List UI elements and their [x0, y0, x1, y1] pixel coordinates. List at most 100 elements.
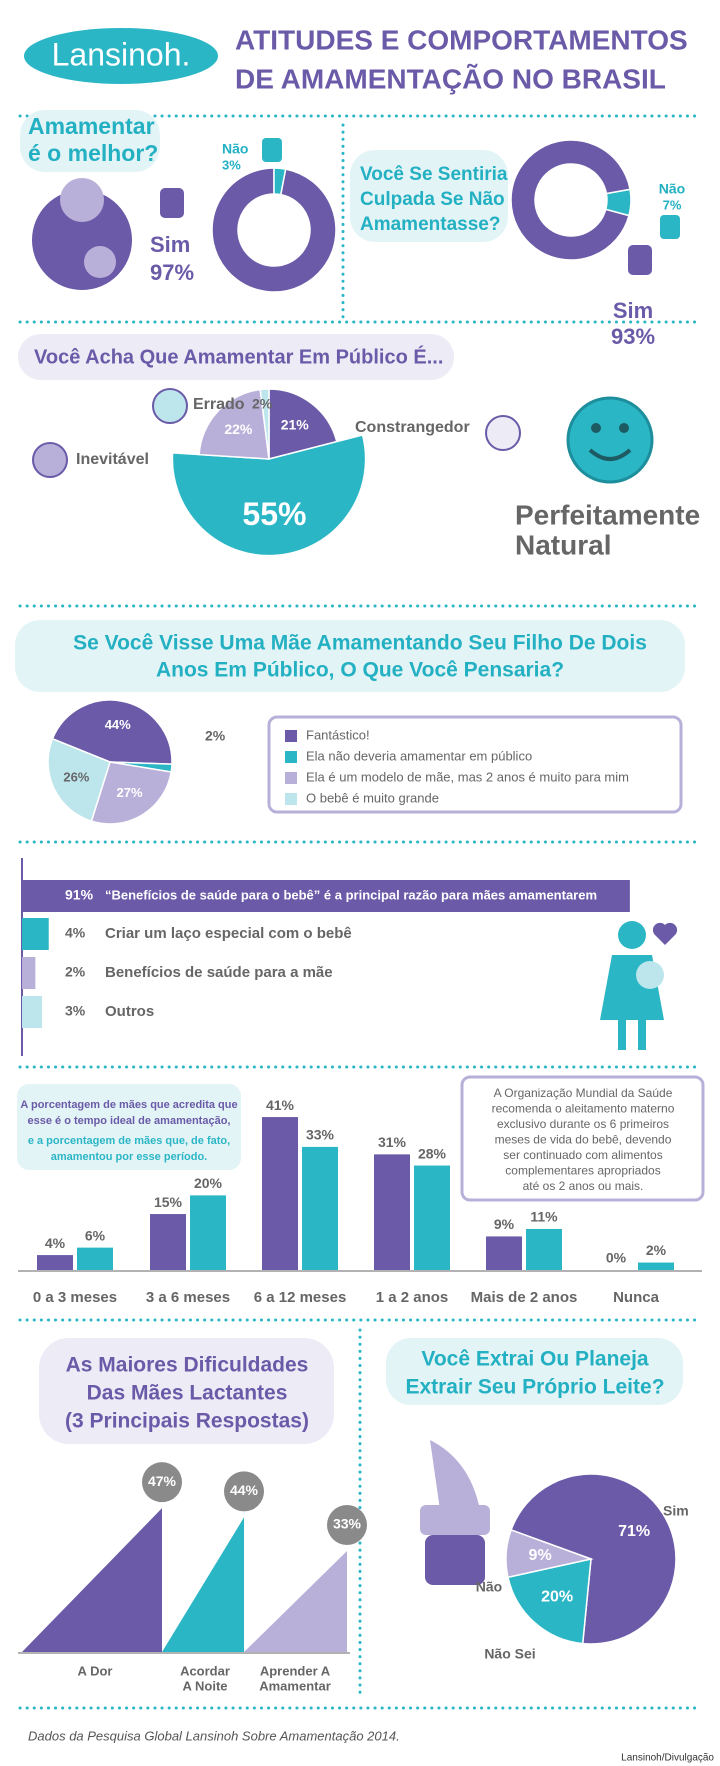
x-tick-label: Nunca — [613, 1289, 660, 1306]
bar — [22, 918, 49, 950]
chart-title: (3 Principais Respostas) — [65, 1410, 309, 1433]
value-label: 93% — [611, 324, 655, 349]
logo-badge — [24, 28, 218, 84]
category-label: Natural — [515, 529, 611, 560]
bar — [638, 1262, 674, 1270]
x-tick-label: 0 a 3 meses — [33, 1289, 117, 1306]
value-label: 3% — [65, 1003, 86, 1019]
category-label: Aprender A — [260, 1663, 331, 1678]
chart-title: Amamentar — [28, 113, 155, 139]
legend-label: e a porcentagem de mães que, de fato, — [28, 1135, 230, 1147]
smiley-mouth — [588, 448, 632, 461]
value-label: 33% — [333, 1516, 362, 1532]
legend-label: O bebê é muito grande — [306, 790, 439, 805]
category-label: A Noite — [182, 1678, 227, 1693]
icons — [32, 138, 680, 1585]
value-label: 9% — [529, 1547, 552, 1564]
bar — [37, 1255, 73, 1270]
smiley-icon — [566, 396, 654, 484]
annotation: recomenda o aleitamento materno — [492, 1102, 675, 1116]
value-label: 20% — [194, 1175, 223, 1191]
category-label: Sim — [663, 1503, 689, 1519]
legend-swatch — [285, 730, 297, 742]
value-badge — [142, 1462, 182, 1503]
legend-swatch — [285, 751, 297, 763]
title-box — [15, 620, 685, 692]
annotation: A Organização Mundial da Saúde — [494, 1086, 673, 1100]
legend-box — [267, 715, 683, 814]
annotation: até os 2 anos ou mais. — [523, 1179, 644, 1193]
slice — [505, 1528, 594, 1579]
value-label: 2% — [252, 396, 273, 412]
mother-icon — [618, 1020, 626, 1050]
value-label: 6% — [85, 1227, 106, 1243]
value-label: 22% — [224, 421, 253, 437]
bar — [77, 1247, 113, 1270]
value-label: 91% — [65, 887, 94, 903]
value-label: 31% — [378, 1134, 407, 1150]
chart-title: Extrair Seu Próprio Leite? — [405, 1376, 664, 1399]
bar — [374, 1154, 410, 1270]
category-label: Sim — [613, 298, 653, 323]
bar — [22, 880, 630, 912]
value-label: 21% — [281, 417, 310, 433]
slice — [507, 1558, 592, 1645]
triangle — [22, 1508, 162, 1652]
triangle — [162, 1517, 244, 1652]
annotation: exclusivo durante os 6 primeiros — [497, 1117, 669, 1131]
slice — [47, 737, 111, 823]
slice — [259, 388, 270, 460]
chart-title: Você Extrai Ou Planeja — [421, 1348, 649, 1371]
annotation-box — [460, 1075, 705, 1202]
category-label: Sim — [150, 232, 190, 257]
pump-icon — [430, 1440, 480, 1510]
chart-title: Amamentasse? — [360, 214, 500, 235]
legend-label: Fantástico! — [306, 727, 370, 742]
category-label: Não Sei — [484, 1646, 535, 1662]
category-label: Errado — [193, 396, 245, 413]
value-label: 2% — [65, 964, 86, 980]
category-label: “Benefícios de saúde para o bebê” é a pr… — [105, 887, 597, 902]
value-label: 47% — [148, 1473, 177, 1489]
value-badge — [327, 1505, 367, 1546]
mother-icon — [60, 178, 104, 222]
value-label: 33% — [306, 1127, 335, 1143]
category-label: Acordar — [180, 1663, 230, 1678]
mother-icon — [618, 921, 646, 949]
bar — [190, 1195, 226, 1270]
category-label: Benefícios de saúde para a mãe — [105, 964, 333, 981]
category-label: Não — [222, 141, 248, 157]
legend-swatch — [285, 793, 297, 805]
face-icon — [152, 388, 188, 424]
thumb-up — [628, 245, 652, 275]
slice — [51, 699, 173, 765]
bar — [486, 1236, 522, 1270]
title-box — [20, 110, 160, 172]
baby-icon — [84, 246, 116, 278]
value-label: 26% — [63, 769, 89, 784]
value-badge — [224, 1471, 264, 1512]
chart-title: é o melhor? — [28, 140, 158, 166]
category-label: Não — [659, 181, 685, 197]
triangle — [244, 1551, 347, 1652]
category-label: Outros — [105, 1003, 154, 1020]
value-label: 4% — [45, 1235, 66, 1251]
x-tick-label: 1 a 2 anos — [376, 1289, 449, 1306]
annotation: ser continuado com alimentos — [503, 1148, 662, 1162]
value-label: 2% — [646, 1242, 667, 1258]
value-label: 0% — [606, 1250, 627, 1266]
category-label: A Dor — [78, 1663, 113, 1678]
value-label: 4% — [65, 925, 86, 941]
legend-label: esse é o tempo ideal de amamentação, — [28, 1115, 231, 1127]
bar — [22, 957, 36, 989]
header-title: ATITUDES E COMPORTAMENTOS — [235, 24, 688, 55]
chart-title: As Maiores Dificuldades — [66, 1354, 309, 1377]
bar — [526, 1228, 562, 1270]
legend-label: Ela não deveria amamentar em público — [306, 748, 532, 763]
category-label: Criar um laço especial com o bebê — [105, 925, 352, 942]
value-label: 15% — [154, 1194, 183, 1210]
credit: Lansinoh/Divulgação — [621, 1753, 714, 1764]
annotation: meses de vida do bebê, devendo — [495, 1133, 672, 1147]
slice — [273, 167, 287, 196]
category-label: Constrangedor — [355, 419, 470, 436]
